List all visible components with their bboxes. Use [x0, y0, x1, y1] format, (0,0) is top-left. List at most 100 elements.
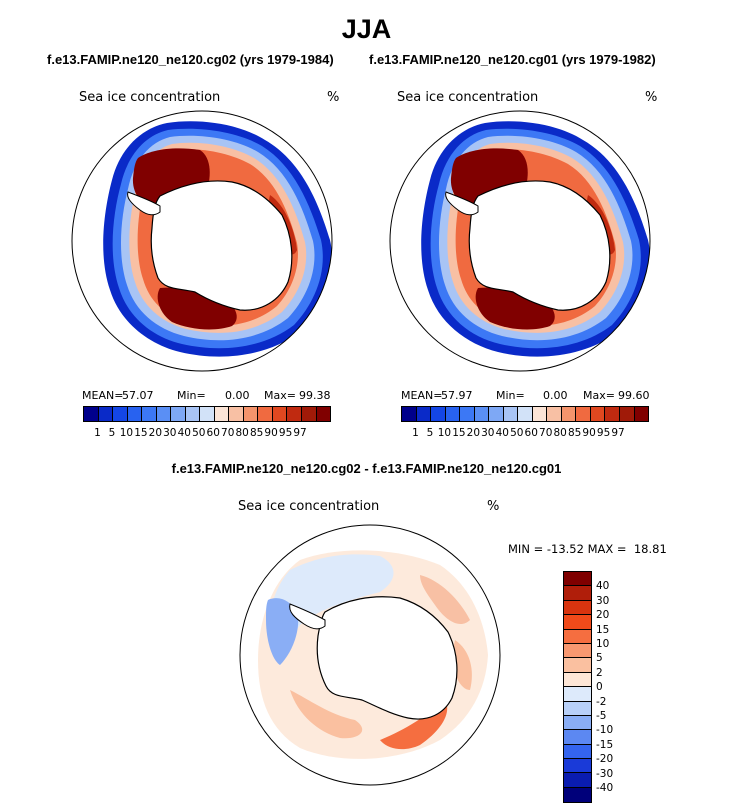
diff-colorbar-swatch: [564, 629, 591, 644]
right-peninsula: [445, 191, 479, 216]
left-min-value: 0.00: [225, 389, 250, 402]
left-peninsula: [127, 191, 161, 216]
left-colorbar-tick-label: 85: [249, 427, 264, 439]
diff-colorbar: [563, 571, 592, 803]
left-colorbar-swatch: [258, 407, 273, 421]
left-antarctica: [150, 180, 293, 311]
right-colorbar-tick-label: 90: [582, 427, 596, 439]
left-colorbar: [83, 406, 331, 422]
right-colorbar-swatch: [547, 407, 562, 421]
left-colorbar-tick-label: 15: [134, 427, 148, 439]
right-colorbar-tick-label: 40: [495, 427, 509, 439]
figure-title: JJA: [341, 14, 392, 44]
right-colorbar-swatch: [590, 407, 606, 421]
subtitle-right: f.e13.FAMIP.ne120_ne120.cg01 (yrs 1979-1…: [369, 52, 656, 67]
right-colorbar-swatch: [503, 407, 519, 421]
diff-colorbar-tick-label: -30: [596, 767, 614, 780]
diff-colorbar-tick-label: 5: [596, 652, 603, 665]
left-colorbar-tick-label: 5: [108, 427, 116, 439]
right-panel-units: %: [645, 90, 658, 105]
left-colorbar-swatch: [84, 407, 99, 421]
left-map-border: [71, 110, 333, 372]
left-colorbar-swatch: [301, 407, 317, 421]
left-colorbar-swatch: [200, 407, 215, 421]
right-colorbar-swatch: [634, 407, 649, 421]
right-max-value: 99.60: [618, 389, 650, 402]
right-mean-value: 57.97: [441, 389, 473, 402]
diff-panel-units: %: [487, 499, 500, 514]
diff-colorbar-swatch: [564, 759, 591, 774]
right-colorbar-tick-label: 80: [553, 427, 567, 439]
left-colorbar-tick-label: 70: [221, 427, 235, 439]
diff-colorbar-tick-label: 0: [596, 681, 603, 694]
left-colorbar-tick-label: 50: [192, 427, 206, 439]
right-antarctica: [468, 180, 611, 311]
right-colorbar-swatch: [474, 407, 490, 421]
right-colorbar-tick-label: 97: [611, 427, 625, 439]
diff-colorbar-tick-label: 15: [596, 623, 610, 636]
left-colorbar-swatch: [113, 407, 128, 421]
left-max-value: 99.38: [299, 389, 331, 402]
right-colorbar-tick-label: 5: [426, 427, 434, 439]
diff-colorbar-tick-label: -10: [596, 724, 614, 737]
right-colorbar-tick-label: 50: [510, 427, 524, 439]
diff-map-border: [239, 524, 501, 786]
right-colorbar-swatch: [619, 407, 635, 421]
right-map-border: [389, 110, 651, 372]
diff-colorbar-tick-label: -2: [596, 695, 607, 708]
left-max-label: Max=: [264, 389, 296, 402]
right-colorbar-swatch: [402, 407, 417, 421]
right-colorbar-tick-label: 70: [539, 427, 553, 439]
diff-colorbar-tick-label: 10: [596, 638, 610, 650]
right-colorbar-swatch: [489, 407, 504, 421]
diff-colorbar-swatch: [564, 715, 591, 731]
right-colorbar-tick-label: 60: [524, 427, 538, 439]
right-mean-label: MEAN=: [401, 389, 443, 402]
left-colorbar-tick-label: 80: [235, 427, 249, 439]
diff-map: [240, 525, 500, 785]
right-colorbar-tick-label: 10: [437, 427, 452, 439]
left-colorbar-tick-label: 97: [293, 427, 307, 439]
left-colorbar-swatch: [287, 407, 302, 421]
diff-colorbar-tick-label: 30: [596, 594, 610, 607]
right-colorbar-swatch: [518, 407, 533, 421]
diff-title: f.e13.FAMIP.ne120_ne120.cg02 - f.e13.FAM…: [171, 461, 562, 476]
subtitle-left: f.e13.FAMIP.ne120_ne120.cg02 (yrs 1979-1…: [47, 52, 334, 67]
diff-peninsula: [289, 603, 326, 630]
diff-colorbar-tick-label: 20: [596, 609, 610, 622]
diff-antarctica: [316, 596, 458, 720]
left-colorbar-tick-label: 95: [278, 427, 293, 439]
left-colorbar-tick-label: 60: [206, 427, 220, 439]
right-colorbar-swatch: [532, 407, 548, 421]
left-mean-label: MEAN=: [82, 389, 124, 402]
left-colorbar-tick-label: 30: [163, 427, 177, 439]
right-colorbar: [401, 406, 649, 422]
left-colorbar-tick-label: 40: [177, 427, 191, 439]
diff-colorbar-swatch: [564, 572, 591, 587]
right-colorbar-tick-label: 20: [466, 427, 481, 439]
right-colorbar-tick-label: 85: [567, 427, 582, 439]
left-colorbar-swatch: [229, 407, 244, 421]
left-panel-units: %: [327, 90, 340, 105]
left-colorbar-swatch: [243, 407, 259, 421]
right-colorbar-swatch: [561, 407, 577, 421]
right-colorbar-tick-label: 30: [481, 427, 495, 439]
left-colorbar-tick-label: 90: [264, 427, 278, 439]
diff-colorbar-swatch: [564, 730, 591, 745]
right-colorbar-tick-label: 15: [452, 427, 466, 439]
right-colorbar-tick-label: 95: [596, 427, 611, 439]
right-colorbar-swatch: [431, 407, 446, 421]
left-colorbar-swatch: [98, 407, 114, 421]
diff-colorbar-tick-label: -5: [596, 710, 607, 722]
left-colorbar-swatch: [316, 407, 331, 421]
right-map: [421, 121, 650, 357]
right-max-label: Max=: [583, 389, 615, 402]
diff-colorbar-swatch: [564, 773, 591, 788]
diff-colorbar-swatch: [564, 744, 591, 760]
left-colorbar-swatch: [272, 407, 288, 421]
left-colorbar-swatch: [127, 407, 143, 421]
diff-colorbar-swatch: [564, 658, 591, 673]
right-colorbar-swatch: [416, 407, 432, 421]
diff-colorbar-swatch: [564, 787, 591, 803]
right-min-value: 0.00: [543, 389, 568, 402]
